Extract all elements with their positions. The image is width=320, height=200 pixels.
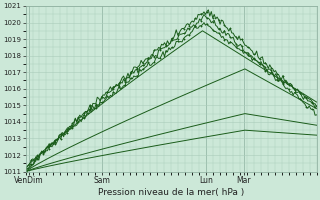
X-axis label: Pression niveau de la mer( hPa ): Pression niveau de la mer( hPa )	[98, 188, 244, 197]
